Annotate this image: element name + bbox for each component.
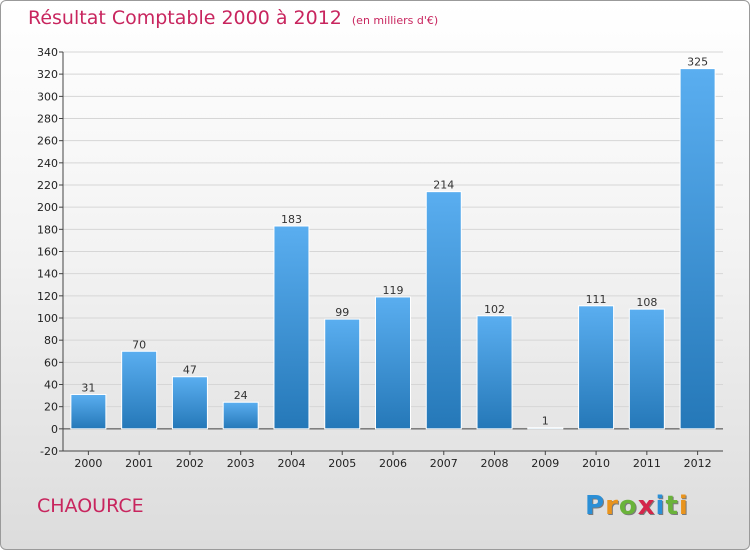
bar [527, 427, 564, 430]
y-tick-label: 160 [37, 246, 58, 259]
y-tick-label: 340 [37, 46, 58, 59]
x-tick-label: 2000 [74, 457, 102, 470]
x-tick-label: 2010 [582, 457, 610, 470]
bar [476, 315, 513, 430]
x-tick-label: 2009 [531, 457, 559, 470]
chart-subtitle: (en milliers d'€) [351, 14, 439, 27]
data-label: 1 [542, 415, 549, 428]
bar [171, 376, 208, 430]
y-tick-label: 180 [37, 223, 58, 236]
y-tick-label: 100 [37, 312, 58, 325]
data-label: 24 [234, 389, 248, 402]
data-label: 214 [433, 179, 454, 192]
x-tick-label: 2002 [176, 457, 204, 470]
bar [578, 305, 615, 430]
data-label: 119 [383, 284, 404, 297]
y-tick-label: 80 [44, 334, 58, 347]
x-tick-label: 2007 [430, 457, 458, 470]
bar [121, 350, 158, 430]
logo-letter: r [605, 491, 619, 521]
data-label: 183 [281, 213, 302, 226]
y-tick-label: 120 [37, 290, 58, 303]
bar [628, 308, 665, 430]
x-tick-label: 2005 [328, 457, 356, 470]
y-tick-label: 40 [44, 379, 58, 392]
data-label: 325 [687, 56, 708, 69]
y-tick-label: 300 [37, 90, 58, 103]
bar [425, 191, 462, 430]
data-label: 47 [183, 364, 197, 377]
x-tick-label: 2001 [125, 457, 153, 470]
y-tick-label: 60 [44, 356, 58, 369]
bar [375, 296, 411, 430]
y-tick-label: 200 [37, 201, 58, 214]
x-tick-label: 2006 [379, 457, 407, 470]
data-label: 108 [636, 296, 657, 309]
logo-letter: i [655, 491, 666, 521]
y-tick-label: 320 [37, 68, 58, 81]
x-tick-label: 2012 [684, 457, 712, 470]
logo-letter: P [585, 491, 606, 521]
place-name: CHAOURCE [37, 495, 144, 517]
y-tick-label: 20 [44, 401, 58, 414]
logo-letter: t [665, 491, 679, 521]
bar [222, 401, 259, 430]
bar [273, 225, 310, 430]
x-tick-label: 2004 [277, 457, 305, 470]
chart-title: Résultat Comptable 2000 à 2012 (en millie… [28, 7, 439, 29]
data-label: 111 [586, 293, 607, 306]
data-label: 102 [484, 303, 505, 316]
y-tick-label: 240 [37, 157, 58, 170]
bar [679, 68, 716, 430]
data-label: 99 [335, 306, 349, 319]
logo-letter: x [637, 491, 656, 521]
y-tick-label: -20 [40, 445, 58, 458]
data-label: 70 [132, 338, 146, 351]
y-tick-label: 260 [37, 135, 58, 148]
proxiti-logo: Proxiti [585, 491, 689, 521]
data-label: 31 [81, 381, 95, 394]
x-tick-label: 2003 [227, 457, 255, 470]
logo-letter: o [618, 491, 638, 521]
y-tick-label: 140 [37, 268, 58, 281]
bar [324, 318, 361, 430]
bars [70, 68, 716, 430]
bar [70, 393, 107, 430]
y-tick-label: 0 [51, 423, 58, 436]
logo-letter: i [678, 491, 689, 521]
x-tick-label: 2008 [481, 457, 509, 470]
x-tick-label: 2011 [633, 457, 661, 470]
y-tick-label: 220 [37, 179, 58, 192]
y-tick-label: 280 [37, 113, 58, 126]
